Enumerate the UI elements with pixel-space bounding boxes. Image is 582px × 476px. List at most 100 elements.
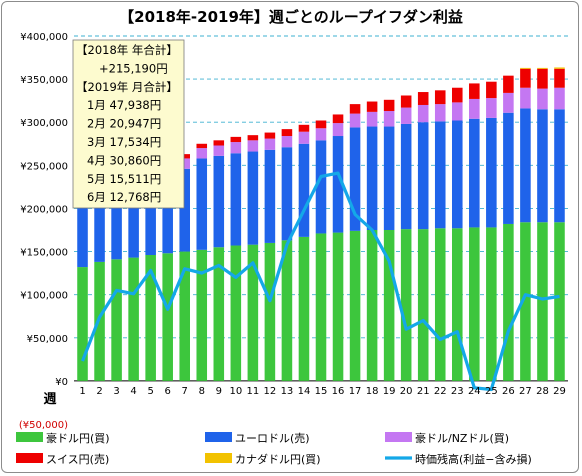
bar-segment (281, 240, 293, 381)
bar-segment (434, 104, 446, 122)
x-tick-label: 24 (468, 386, 481, 397)
bar-segment (213, 140, 225, 146)
annotation-line: 1月 47,938円 (87, 98, 161, 112)
bar-segment (213, 247, 225, 381)
y-tick-label: ¥200,000 (20, 204, 68, 215)
bar-segment (315, 233, 327, 381)
annotation-line: 6月 12,768円 (87, 190, 161, 204)
bar-segment (247, 140, 259, 152)
bar-segment (128, 257, 139, 381)
bar-segment (230, 245, 242, 381)
legend-swatch (385, 432, 412, 442)
bar-segment (349, 127, 361, 231)
annotation-line: 【2018年 年合計】 (76, 43, 178, 57)
bar-segment (145, 255, 156, 381)
x-tick-label: 10 (229, 386, 242, 397)
annotation-background (72, 39, 185, 209)
x-tick-label: 23 (451, 386, 464, 397)
bar-segment (94, 194, 105, 262)
bar-segment (315, 140, 327, 234)
x-tick-label: 9 (216, 386, 222, 397)
x-tick-label: 18 (366, 386, 379, 397)
x-tick-label: 4 (130, 386, 136, 397)
x-tick-label: 14 (298, 386, 311, 397)
x-tick-label: 8 (199, 386, 205, 397)
bar-segment (451, 120, 463, 229)
bar-segment (264, 149, 276, 243)
legend-swatch (205, 453, 232, 463)
bar-segment (554, 87, 565, 110)
bar-segment (196, 158, 208, 250)
bar-segment (486, 98, 497, 118)
x-axis: 1 2 3 4 5 6 7 8 9 10 11 12 13 14 15 16 17 18 19 20 21 22 23 24 2… (79, 386, 566, 397)
bar-segment (486, 227, 497, 381)
bar-segment (537, 109, 548, 223)
bar-segment (247, 135, 259, 141)
bar-segment (520, 67, 531, 69)
x-tick-label: 11 (246, 386, 259, 397)
x-tick-label: 20 (400, 386, 413, 397)
bar-segment (332, 232, 344, 381)
x-tick-label: 19 (383, 386, 396, 397)
bar-segment (111, 259, 122, 381)
bar-segment (537, 67, 548, 69)
y-tick-label: ¥100,000 (20, 291, 68, 302)
bar-segment (349, 230, 361, 381)
bar-segment (383, 111, 395, 127)
bar-segment (383, 99, 395, 112)
bar-segment (298, 131, 310, 144)
y-tick-label: ¥250,000 (20, 161, 68, 172)
x-tick-label: 13 (281, 386, 294, 397)
bar-segment (179, 168, 191, 252)
bar-segment (417, 104, 429, 123)
x-tick-label: 12 (264, 386, 277, 397)
legend-label: カナダドル円(買) (235, 452, 321, 466)
x-tick-label: 7 (182, 386, 188, 397)
bar-segment (196, 249, 208, 381)
bar-segment (451, 87, 463, 103)
x-tick-label: 6 (165, 386, 171, 397)
bar-segment (332, 123, 344, 137)
y-tick-label: ¥400,000 (20, 32, 68, 43)
bar-segment (554, 222, 565, 381)
x-tick-label: 26 (502, 386, 515, 397)
x-tick-label: 1 (79, 386, 85, 397)
bar-segment (520, 68, 531, 88)
x-tick-label: 22 (434, 386, 447, 397)
bar-segment (77, 267, 88, 381)
annotation-line: 2月 20,947円 (87, 117, 161, 131)
y-tick-label: ¥300,000 (20, 118, 68, 129)
bar-segment (400, 123, 412, 230)
bar-segment (111, 190, 122, 260)
bar-segment (162, 175, 173, 254)
legend-label: 豪ドル円(買) (46, 431, 110, 445)
annotation-box: 【2018年 年合計】 +215,190円【2019年 月合計】 1月 47,938… (72, 39, 185, 209)
bar-segment (213, 145, 225, 156)
x-tick-label: 16 (332, 386, 345, 397)
annotation-line: +215,190円 (99, 61, 168, 75)
bar-segment (366, 101, 378, 112)
bar-segment (469, 118, 480, 228)
bar-segment (332, 136, 344, 233)
bar-segment (486, 117, 497, 228)
bar-segment (281, 136, 293, 148)
line-series (81, 171, 560, 392)
x-tick-label: 27 (519, 386, 532, 397)
bar-segment (230, 142, 242, 154)
bar-segment (247, 151, 259, 245)
bar-segment (469, 83, 480, 99)
legend-swatch (16, 453, 43, 463)
bar-segment (281, 147, 293, 241)
bar-segment (298, 236, 310, 381)
annotation-line: 4月 30,860円 (87, 153, 161, 167)
bar-segment (434, 228, 446, 381)
y-axis: ¥400,000 ¥350,000 ¥300,000 ¥250,000 ¥200,000… (19, 32, 68, 431)
bar-segment (503, 92, 514, 113)
bar-segment (349, 104, 361, 114)
legend-swatch (205, 432, 232, 442)
bar-segment (520, 87, 531, 109)
legend-label: スイス円(売) (46, 453, 109, 466)
bar-segment (537, 88, 548, 110)
y-tick-label: (¥50,000) (19, 420, 68, 431)
